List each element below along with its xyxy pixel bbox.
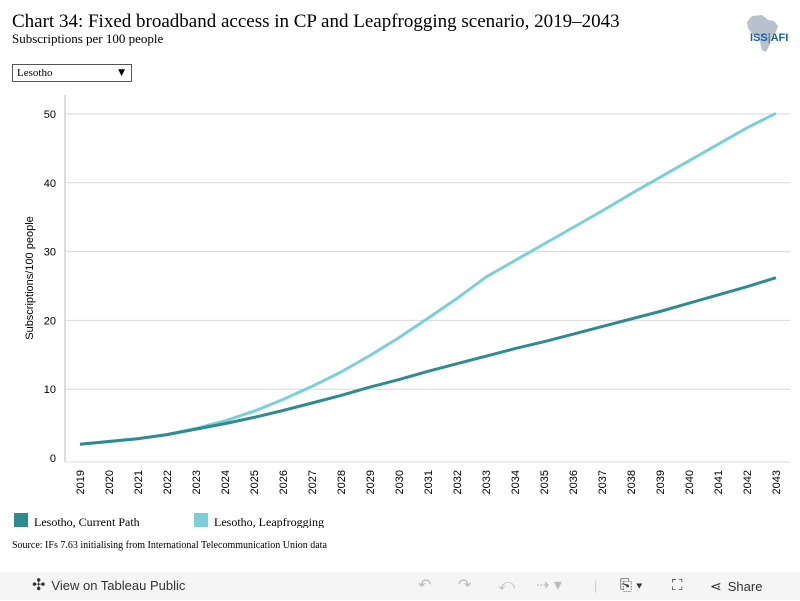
x-tick-label: 2043 <box>771 470 783 494</box>
x-tick-label: 2020 <box>104 470 116 494</box>
chevron-down-icon: ▼ <box>118 68 125 78</box>
x-tick-label: 2038 <box>626 470 638 494</box>
legend-item-leapfrogging[interactable]: Lesotho, Leapfrogging <box>194 512 324 528</box>
x-tick-label: 2028 <box>336 470 348 494</box>
y-tick-labels: 0 10 20 30 40 50 <box>44 109 56 465</box>
x-tick-label: 2019 <box>75 470 87 494</box>
x-tick-label: 2029 <box>365 470 377 494</box>
series-line-current-path <box>79 276 777 446</box>
x-tick-label: 2025 <box>249 470 261 494</box>
x-tick-label: 2030 <box>394 470 406 494</box>
undo-icon[interactable]: ↶ <box>418 577 432 594</box>
country-dropdown[interactable]: Lesotho ▼ <box>12 64 132 82</box>
tableau-toolbar: ✣ View on Tableau Public ↶ ↷ ⤺ ⇢ ▾ | ⎘ ▾ … <box>0 572 800 600</box>
y-tick-label: 20 <box>44 315 56 327</box>
x-tick-label: 2034 <box>510 470 522 494</box>
fullscreen-icon[interactable]: ⛶ <box>672 577 683 594</box>
series-lines <box>79 111 777 446</box>
x-tick-label: 2026 <box>278 470 290 494</box>
x-tick-label: 2036 <box>568 470 580 494</box>
tableau-logo-icon: ✣ <box>32 577 46 594</box>
legend-swatch-current-path <box>14 513 28 527</box>
x-tick-labels: 2019 2020 2021 2022 2023 2024 2025 2026 2027 2028… <box>75 470 783 494</box>
legend-label-current-path: Lesotho, Current Path <box>34 515 140 528</box>
logo-text: ISS|AFI <box>750 32 789 44</box>
grid-lines <box>64 95 790 463</box>
iss-logo: ISS|AFI <box>738 14 792 54</box>
y-axis-label: Subscriptions/100 people <box>24 216 36 340</box>
y-tick-label: 50 <box>44 109 56 121</box>
legend-item-current-path[interactable]: Lesotho, Current Path <box>14 512 140 528</box>
revert-icon[interactable]: ⤺ <box>498 577 516 594</box>
legend: Lesotho, Current Path Lesotho, Leapfrogg… <box>14 512 514 528</box>
chart-subtitle: Subscriptions per 100 people <box>12 31 164 46</box>
x-tick-label: 2023 <box>191 470 203 494</box>
redo-icon[interactable]: ↷ <box>458 577 472 594</box>
x-tick-label: 2037 <box>597 470 609 494</box>
x-tick-label: 2031 <box>423 470 435 494</box>
y-tick-label: 40 <box>44 178 56 190</box>
y-tick-label: 30 <box>44 247 56 259</box>
x-tick-label: 2042 <box>742 470 754 494</box>
series-line-leapfrogging <box>79 111 777 446</box>
africa-map-icon <box>747 15 778 52</box>
x-tick-label: 2040 <box>684 470 696 494</box>
download-icon[interactable]: ⎘ ▾ <box>620 577 643 594</box>
legend-swatch-leapfrogging <box>194 513 208 527</box>
x-tick-label: 2041 <box>713 470 725 494</box>
refresh-icon[interactable]: ⇢ ▾ <box>536 577 562 594</box>
x-tick-label: 2024 <box>220 470 232 494</box>
x-tick-label: 2039 <box>655 470 667 494</box>
x-tick-label: 2032 <box>452 470 464 494</box>
source-note: Source: IFs 7.63 initialising from Inter… <box>12 540 327 551</box>
x-tick-label: 2033 <box>481 470 493 494</box>
share-button[interactable]: ⋖ Share <box>710 578 763 594</box>
view-on-tableau-link[interactable]: ✣ View on Tableau Public <box>32 577 186 594</box>
share-icon: ⋖ <box>710 578 722 594</box>
chart-title: Chart 34: Fixed broadband access in CP a… <box>12 11 620 32</box>
x-tick-label: 2021 <box>133 470 145 494</box>
y-tick-label: 10 <box>44 384 56 396</box>
dropdown-value: Lesotho <box>17 67 53 79</box>
x-tick-label: 2022 <box>162 470 174 494</box>
toolbar-divider: | <box>594 578 598 593</box>
legend-label-leapfrogging: Lesotho, Leapfrogging <box>214 515 324 528</box>
y-tick-label: 0 <box>50 453 56 465</box>
x-tick-label: 2027 <box>307 470 319 494</box>
x-tick-label: 2035 <box>539 470 551 494</box>
